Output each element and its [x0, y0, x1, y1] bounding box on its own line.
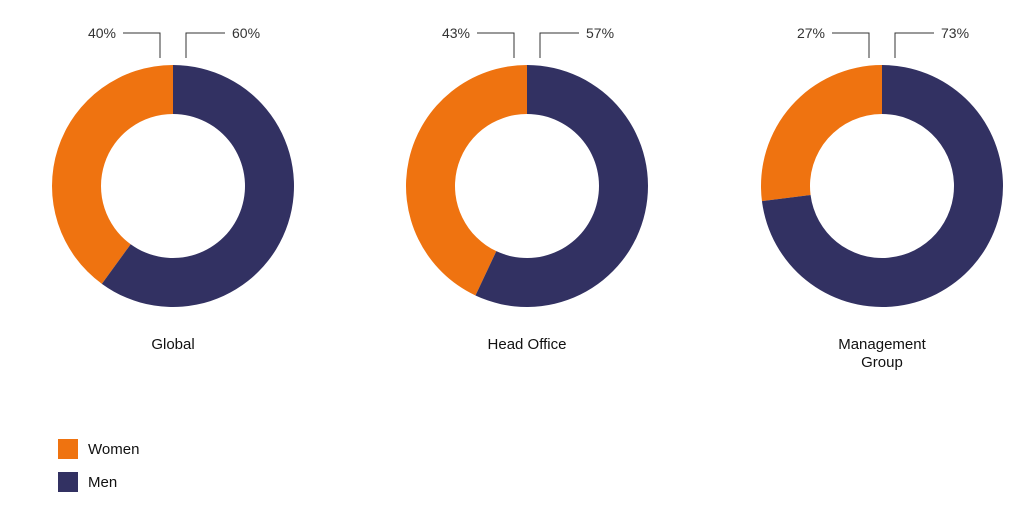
- donut-slice-women-2: [761, 65, 882, 202]
- leader-line-women-0: [123, 32, 161, 58]
- chart-title-2-line-0: Management: [838, 336, 926, 353]
- donut-slice-men-1: [475, 65, 648, 307]
- pct-label-men-0: 60%: [232, 25, 260, 41]
- chart-title-1: Head Office: [488, 336, 567, 353]
- legend-item-men: Men: [58, 471, 139, 493]
- donut-slice-men-0: [101, 65, 295, 307]
- legend-label-men: Men: [88, 473, 118, 491]
- leader-line-women-2: [832, 32, 870, 58]
- pct-label-women-1: 43%: [442, 25, 470, 41]
- leader-line-women-1: [477, 32, 515, 58]
- legend-swatch-women: [58, 439, 78, 459]
- pct-label-women-0: 40%: [88, 25, 116, 41]
- donut-slice-women-1: [405, 65, 527, 296]
- legend-swatch-men: [58, 472, 78, 492]
- leader-line-men-2: [894, 32, 934, 58]
- pct-label-men-2: 73%: [941, 25, 969, 41]
- leader-line-men-0: [185, 32, 225, 58]
- legend-item-women: Women: [58, 438, 139, 460]
- chart-title-0: Global: [151, 336, 194, 353]
- leader-line-men-1: [539, 32, 579, 58]
- legend-label-women: Women: [88, 440, 140, 458]
- legend: Women Men: [58, 438, 139, 504]
- donut-slice-women-0: [52, 65, 173, 284]
- chart-title-2-line-1: Group: [861, 354, 903, 371]
- pct-label-men-1: 57%: [586, 25, 614, 41]
- pct-label-women-2: 27%: [797, 25, 825, 41]
- donut-slice-men-2: [761, 65, 1003, 307]
